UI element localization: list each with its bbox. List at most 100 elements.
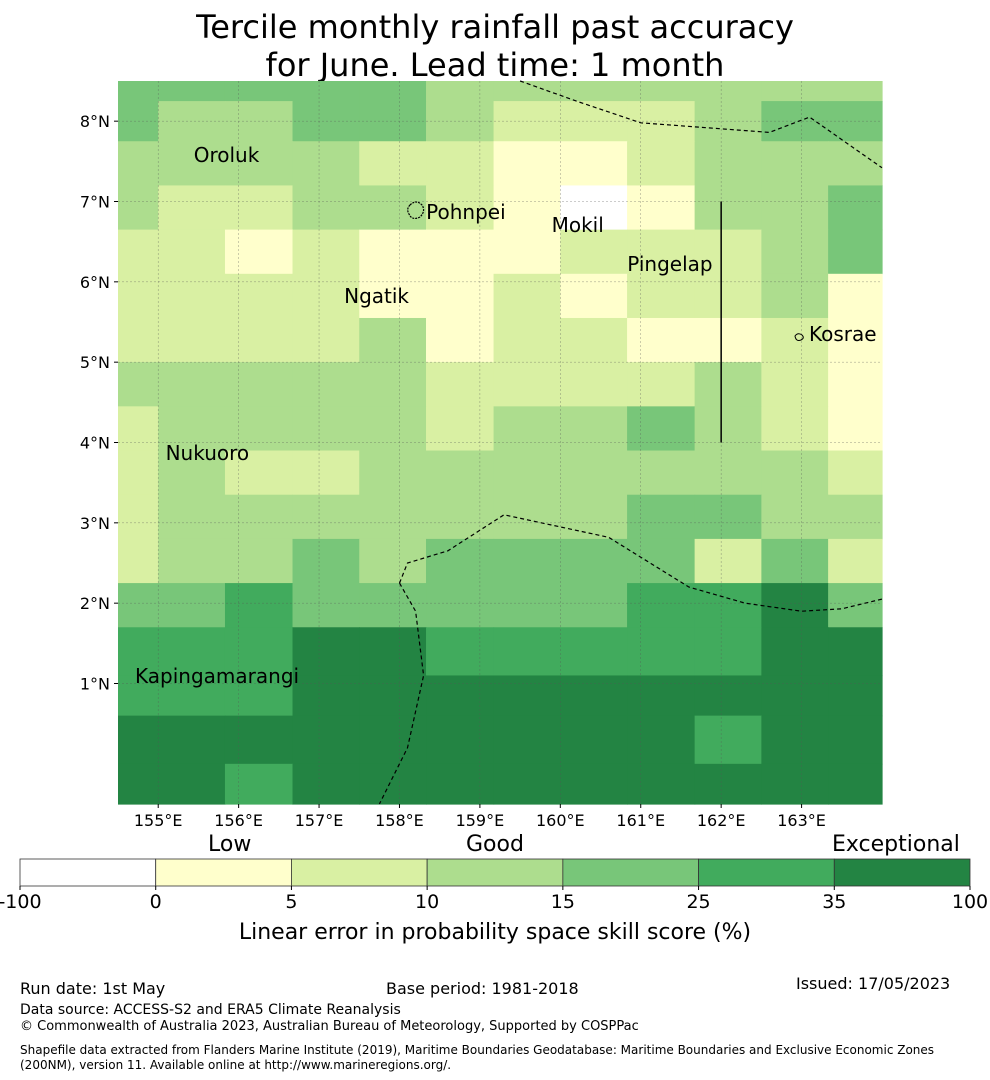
grid-cell-r13-c9 — [694, 627, 762, 677]
grid-cell-r13-c7 — [560, 627, 628, 677]
grid-cell-r7-c9 — [694, 362, 762, 407]
grid-cell-r6-c8 — [627, 317, 696, 363]
grid-cell-r9-c1 — [158, 450, 226, 496]
graticule — [118, 81, 882, 804]
island-outlines — [407, 201, 804, 341]
colorbar-box-2 — [291, 858, 428, 887]
grid-cell-r7-c3 — [292, 362, 360, 407]
grid-cell-r9-c6 — [493, 450, 561, 496]
grid-cell-r12-c6 — [493, 583, 561, 628]
grid-cell-r10-c11 — [828, 494, 883, 540]
grid-cell-r16-c8 — [627, 763, 696, 805]
grid-cell-r5-c3 — [292, 273, 360, 319]
grid-cell-r10-c7 — [560, 494, 628, 540]
colorbar-tick-label: 10 — [415, 891, 439, 913]
grid-cell-r13-c3 — [292, 627, 360, 677]
run-date: Run date: 1st May — [20, 979, 166, 998]
grid-cell-r15-c1 — [158, 715, 226, 765]
grid-cell-r11-c3 — [292, 538, 360, 584]
lon-tick-label: 161°E — [616, 811, 665, 830]
place-label-pingelap: Pingelap — [627, 251, 713, 276]
grid-cell-r8-c8 — [627, 406, 696, 452]
colorbar-tick-label: 35 — [822, 891, 846, 913]
grid-cell-r3-c4 — [359, 185, 427, 231]
grid-cell-r12-c0 — [118, 583, 159, 628]
grid-cell-r3-c2 — [224, 185, 294, 231]
place-label-ngatik: Ngatik — [344, 283, 410, 308]
grid-cell-r14-c4 — [359, 675, 427, 717]
grid-cell-r1-c11 — [828, 101, 883, 142]
grid-cell-r14-c2 — [224, 675, 294, 717]
grid-cell-r15-c6 — [493, 715, 561, 765]
lon-tick-label: 162°E — [697, 811, 746, 830]
grid-cell-r12-c3 — [292, 583, 360, 628]
pohnpei-island-outline — [407, 201, 425, 220]
grid-cell-r3-c3 — [292, 185, 360, 231]
axis-ticks: 8°N 7°N 6°N 5°N 4°N 3°N 2°N 1°N 155°E 156°E 157°E 1… — [80, 112, 826, 830]
grid-cell-r1-c2 — [224, 101, 294, 142]
grid-cell-r11-c7 — [560, 538, 628, 584]
grid-cell-r15-c9 — [694, 715, 762, 765]
grid-cell-r0-c11 — [828, 81, 883, 102]
grid-cell-r12-c2 — [224, 583, 294, 628]
grid-cell-r15-c2 — [224, 715, 294, 765]
grid-cell-r5-c9 — [694, 273, 762, 319]
grid-cell-r2-c0 — [118, 141, 159, 187]
map-title-line2: for June. Lead time: 1 month — [265, 46, 725, 84]
grid-cell-r7-c11 — [828, 362, 883, 407]
grid-cell-r12-c1 — [158, 583, 226, 628]
colorbar-tick-label: 0 — [150, 891, 162, 913]
grid-cell-r6-c0 — [118, 317, 159, 363]
grid-cell-r16-c10 — [761, 763, 829, 805]
grid-cell-r10-c5 — [426, 494, 495, 540]
grid-cell-r13-c6 — [493, 627, 561, 677]
grid-cell-r2-c1 — [158, 141, 226, 187]
grid-cell-r5-c2 — [224, 273, 294, 319]
grid-cell-r4-c0 — [118, 229, 159, 275]
place-label-pohnpei: Pohnpei — [426, 199, 506, 224]
grid-cell-r1-c0 — [118, 101, 159, 142]
grid-cell-r11-c8 — [627, 538, 696, 584]
place-label-oroluk: Oroluk — [193, 143, 260, 168]
colorbar-box-1 — [155, 858, 292, 887]
colorbar-box-4 — [562, 858, 699, 887]
lat-tick-label: 7°N — [80, 193, 110, 212]
legend-good-label: Good — [466, 832, 524, 857]
grid-cell-r12-c10 — [761, 583, 829, 628]
grid-cell-r0-c1 — [158, 81, 226, 102]
grid-cell-r15-c0 — [118, 715, 159, 765]
grid-cell-r16-c4 — [359, 763, 427, 805]
lon-tick-label: 160°E — [536, 811, 585, 830]
grid-cell-r10-c10 — [761, 494, 829, 540]
grid-cell-r3-c5 — [426, 185, 495, 231]
grid-cell-r6-c1 — [158, 317, 226, 363]
grid-cell-r11-c10 — [761, 538, 829, 584]
lon-tick-label: 157°E — [295, 811, 344, 830]
grid-cell-r3-c1 — [158, 185, 226, 231]
colorbar-tick-label: 25 — [686, 891, 710, 913]
grid-cell-r10-c3 — [292, 494, 360, 540]
grid-cell-r6-c10 — [761, 317, 829, 363]
grid-cell-r14-c5 — [426, 675, 495, 717]
grid-cell-r15-c7 — [560, 715, 628, 765]
grid-cell-r8-c3 — [292, 406, 360, 452]
place-label-kosrae: Kosrae — [808, 322, 877, 347]
grid-cell-r2-c8 — [627, 141, 696, 187]
copyright: © Commonwealth of Australia 2023, Austra… — [20, 1019, 639, 1034]
lon-tick-label: 155°E — [134, 811, 183, 830]
grid-cell-r14-c7 — [560, 675, 628, 717]
grid-cell-r14-c9 — [694, 675, 762, 717]
grid-cell-r4-c2 — [224, 229, 294, 275]
grid-cell-r8-c11 — [828, 406, 883, 452]
grid-cell-r15-c10 — [761, 715, 829, 765]
grid-cell-r8-c5 — [426, 406, 495, 452]
colorbar-tick-label: 15 — [551, 891, 575, 913]
colorbar-box-3 — [426, 858, 564, 887]
grid-cell-r13-c4 — [359, 627, 427, 677]
data-source: Data source: ACCESS-S2 and ERA5 Climate … — [20, 1002, 401, 1018]
grid-cell-r7-c7 — [560, 362, 628, 407]
grid-cell-r16-c11 — [828, 763, 883, 805]
base-period: Base period: 1981-2018 — [386, 979, 579, 998]
grid-cell-r9-c9 — [694, 450, 762, 496]
grid-cell-r2-c11 — [828, 141, 883, 187]
